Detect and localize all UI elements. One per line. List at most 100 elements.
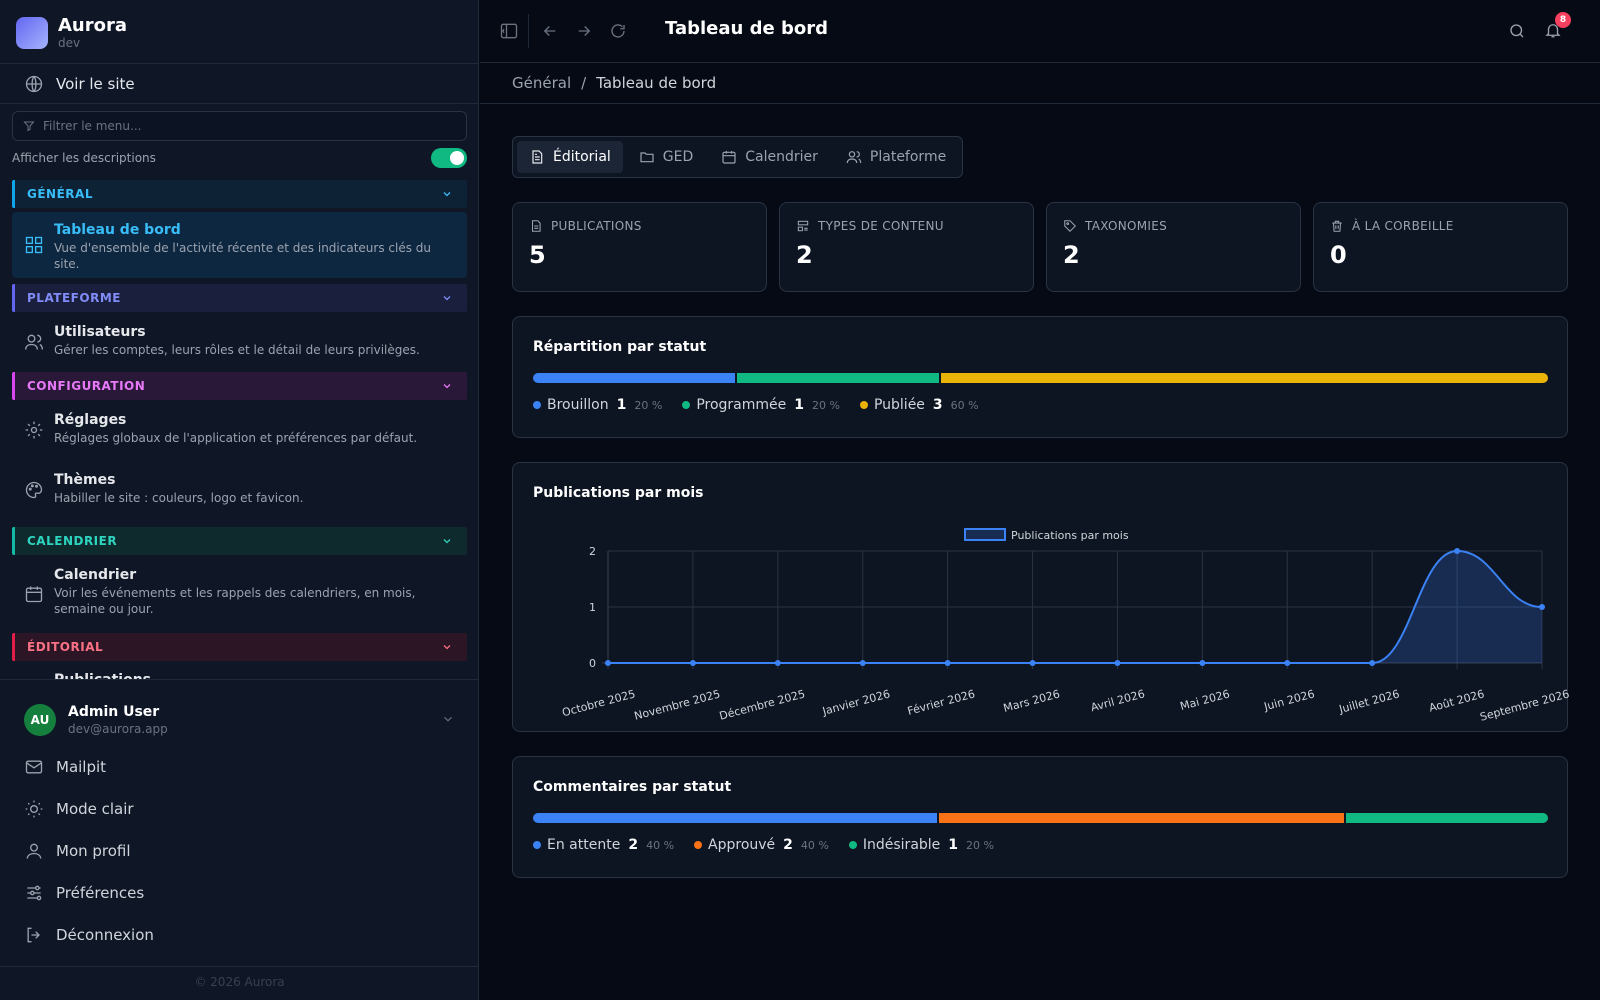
avatar: AU (24, 704, 56, 736)
comments-bar-segment (1345, 813, 1548, 823)
tab-ged[interactable]: GED (627, 141, 705, 173)
stat-card-taxonomies[interactable]: TAXONOMIES 2 (1046, 202, 1301, 292)
profile-link[interactable]: Mon profil (24, 839, 131, 863)
breadcrumb: Général / Tableau de bord (512, 74, 716, 92)
tab-plateforme[interactable]: Plateforme (834, 141, 958, 173)
section-plateforme[interactable]: PLATEFORME (12, 284, 467, 312)
sidebar-item-utilisateurs[interactable]: Utilisateurs Gérer les comptes, leurs rô… (12, 318, 467, 366)
app-env: dev (58, 36, 81, 50)
light-mode-toggle[interactable]: Mode clair (24, 797, 134, 821)
section-general[interactable]: GÉNÉRAL (12, 180, 467, 208)
dashboard-icon (25, 236, 43, 254)
section-label: PLATEFORME (27, 291, 121, 305)
layout-icon (797, 220, 809, 232)
sidebar-item-label: Réglages (54, 412, 127, 428)
filter-icon (23, 121, 35, 132)
comments-bar-segment (533, 813, 938, 823)
stat-label: PUBLICATIONS (551, 219, 642, 233)
data-point (1454, 548, 1461, 554)
status-legend-item: Publiée 3 60 % (859, 397, 979, 413)
chevron-down-icon (443, 384, 451, 389)
data-point (1114, 660, 1121, 666)
notifications-button[interactable]: 8 (1542, 12, 1571, 41)
legend-count: 3 (932, 397, 943, 413)
sidebar-item-publications[interactable]: Publications (12, 670, 467, 679)
logout-icon (27, 927, 40, 943)
filter-input[interactable] (43, 119, 443, 133)
data-point (689, 660, 696, 666)
sidebar-item-label: Calendrier (54, 567, 137, 583)
back-button[interactable] (539, 20, 561, 42)
x-tick-label: Mai 2026 (1179, 687, 1231, 713)
user-name: Admin User (68, 704, 160, 720)
divider (0, 966, 479, 967)
calendar-icon (25, 586, 43, 603)
status-legend-item: Programmée 1 20 % (682, 397, 840, 413)
refresh-icon (611, 24, 625, 38)
panel-title: Répartition par statut (533, 339, 707, 355)
section-configuration[interactable]: CONFIGURATION (12, 372, 467, 400)
data-point (859, 660, 866, 666)
globe-icon (25, 75, 43, 93)
refresh-button[interactable] (607, 20, 629, 42)
show-descriptions-toggle[interactable] (431, 148, 467, 168)
stat-card-trash[interactable]: À LA CORBEILLE 0 (1313, 202, 1568, 292)
tab-calendrier[interactable]: Calendrier (709, 141, 830, 173)
chevron-down-icon (443, 192, 451, 197)
sidebar-item-tableau-de-bord[interactable]: Tableau de bord Vue d'ensemble de l'acti… (12, 212, 467, 278)
forward-button[interactable] (573, 20, 595, 42)
mailpit-link[interactable]: Mailpit (24, 755, 106, 779)
toggle-sidebar-button[interactable] (498, 20, 520, 42)
mail-icon (25, 760, 43, 774)
legend-dot (682, 401, 691, 409)
stat-card-publications[interactable]: PUBLICATIONS 5 (512, 202, 767, 292)
sidebar-item-label: Publications (54, 670, 467, 679)
x-tick-label: Décembre 2025 (718, 687, 807, 722)
sidebar-item-label: Thèmes (54, 472, 116, 488)
preferences-link[interactable]: Préférences (24, 881, 144, 905)
folder-icon (640, 152, 654, 163)
sidebar-item-calendrier[interactable]: Calendrier Voir les événements et les ra… (12, 561, 467, 627)
panel-title: Publications par mois (533, 485, 704, 501)
data-point (944, 660, 951, 666)
logout-link[interactable]: Déconnexion (24, 923, 154, 947)
arrow-right-icon (578, 26, 591, 36)
section-calendrier[interactable]: CALENDRIER (12, 527, 467, 555)
stat-card-types[interactable]: TYPES DE CONTENU 2 (779, 202, 1034, 292)
x-tick-label: Juin 2026 (1262, 687, 1316, 713)
sidebar-icon (500, 23, 518, 39)
document-icon (531, 220, 541, 232)
status-bar-segment (533, 373, 736, 383)
data-point (1539, 604, 1545, 610)
x-tick-label: Avril 2026 (1089, 687, 1146, 714)
sidebar-item-desc: Réglages globaux de l'application et pré… (54, 431, 418, 445)
breadcrumb-root[interactable]: Général (512, 74, 572, 92)
brand[interactable]: Aurora dev (16, 16, 127, 50)
data-point (605, 660, 611, 666)
tab-label: Plateforme (869, 149, 947, 165)
data-point (1284, 660, 1291, 666)
data-point (1369, 660, 1376, 666)
sidebar-item-reglages[interactable]: Réglages Réglages globaux de l'applicati… (12, 406, 467, 454)
trash-icon (1332, 220, 1342, 232)
legend-label: Publiée (873, 397, 925, 413)
legend-count: 1 (948, 837, 959, 853)
sidebar-item-themes[interactable]: Thèmes Habiller le site : couleurs, logo… (12, 466, 467, 514)
user-icon (26, 843, 42, 859)
status-bar (533, 373, 1548, 383)
section-editorial[interactable]: ÉDITORIAL (12, 633, 467, 661)
menu-filter[interactable] (12, 111, 467, 141)
tab-editorial[interactable]: Éditorial (517, 141, 623, 173)
document-icon (532, 150, 543, 164)
sidebar-item-desc: Voir les événements et les rappels des c… (54, 586, 416, 616)
user-menu[interactable]: AU Admin User dev@aurora.app (24, 702, 455, 738)
search-button[interactable] (1506, 20, 1528, 42)
comments-legend-item: Indésirable 1 20 % (848, 837, 994, 853)
calendar-icon (722, 151, 736, 164)
users-icon (846, 151, 862, 164)
bell-icon (1545, 24, 1561, 38)
x-tick-label: Septembre 2026 (1478, 687, 1569, 723)
divider (528, 14, 529, 48)
stat-value: 2 (796, 241, 813, 269)
view-site-link[interactable]: Voir le site (24, 72, 135, 96)
